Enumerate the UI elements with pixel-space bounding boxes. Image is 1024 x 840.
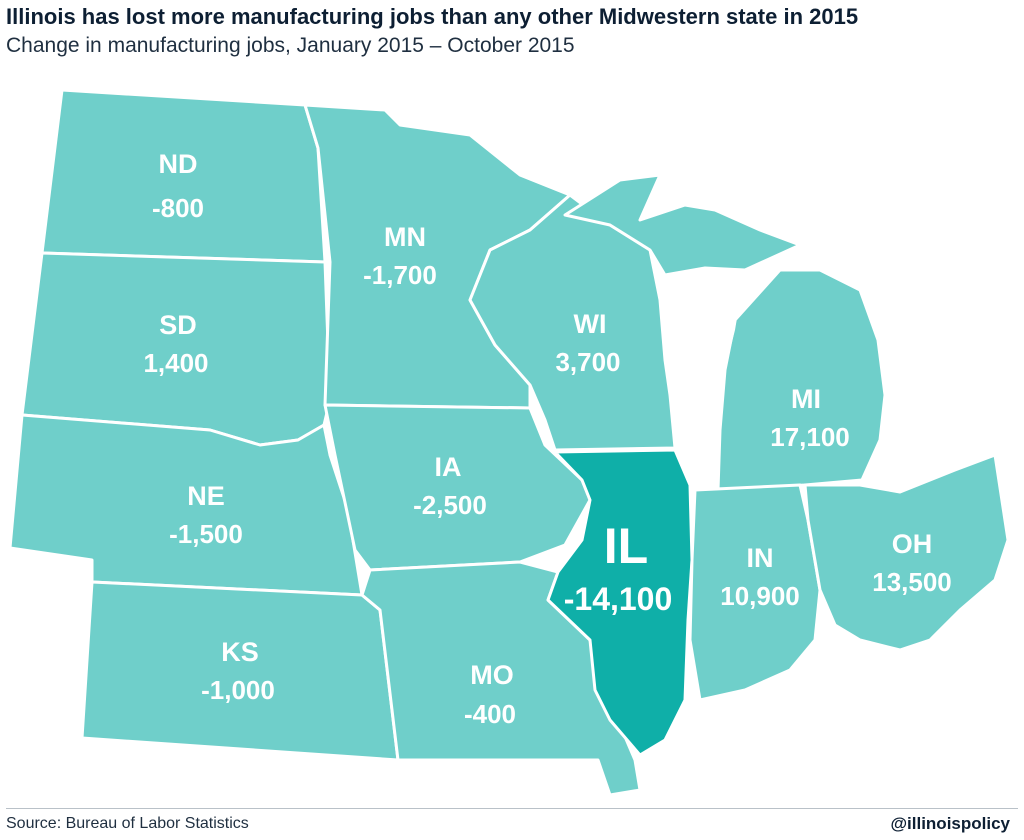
label-il-abbr: IL <box>604 518 648 574</box>
label-wi-abbr: WI <box>574 309 607 339</box>
label-nd-value: -800 <box>152 193 204 223</box>
source-note: Source: Bureau of Labor Statistics <box>6 815 249 832</box>
label-mn-value: -1,700 <box>363 260 437 290</box>
label-oh-abbr: OH <box>892 529 933 559</box>
label-mn-abbr: MN <box>384 222 426 252</box>
state-mi-upper <box>563 173 802 277</box>
label-nd-abbr: ND <box>159 149 198 179</box>
state-ne <box>8 413 364 597</box>
state-wi <box>468 193 677 452</box>
map-subtitle: Change in manufacturing jobs, January 20… <box>6 34 575 57</box>
state-il <box>546 448 694 757</box>
state-mi-lower <box>716 268 887 492</box>
label-ia-abbr: IA <box>435 452 462 482</box>
lake-michigan <box>668 270 740 480</box>
label-sd-abbr: SD <box>159 310 197 340</box>
label-ks-abbr: KS <box>221 637 259 667</box>
label-sd-value: 1,400 <box>143 348 208 378</box>
label-mo-abbr: MO <box>470 660 514 690</box>
label-mi-value: 17,100 <box>770 422 850 452</box>
state-oh <box>803 453 1010 652</box>
label-mi-abbr: MI <box>791 384 821 414</box>
label-ne-value: -1,500 <box>169 519 243 549</box>
state-ia <box>323 403 592 572</box>
label-ne-abbr: NE <box>187 481 225 511</box>
label-il-value: -14,100 <box>564 581 673 617</box>
label-oh-value: 13,500 <box>872 567 952 597</box>
map-title: Illinois has lost more manufacturing job… <box>6 4 859 29</box>
label-mo-value: -400 <box>464 699 516 729</box>
label-ia-value: -2,500 <box>413 490 487 520</box>
social-handle: @illinoispolicy <box>890 814 1010 833</box>
label-in-abbr: IN <box>747 543 774 573</box>
label-in-value: 10,900 <box>720 581 800 611</box>
state-in <box>688 483 822 702</box>
state-nd <box>40 88 327 264</box>
state-ks <box>80 580 400 762</box>
label-ks-value: -1,000 <box>201 675 275 705</box>
label-wi-value: 3,700 <box>555 347 620 377</box>
footer-divider <box>6 808 1018 809</box>
